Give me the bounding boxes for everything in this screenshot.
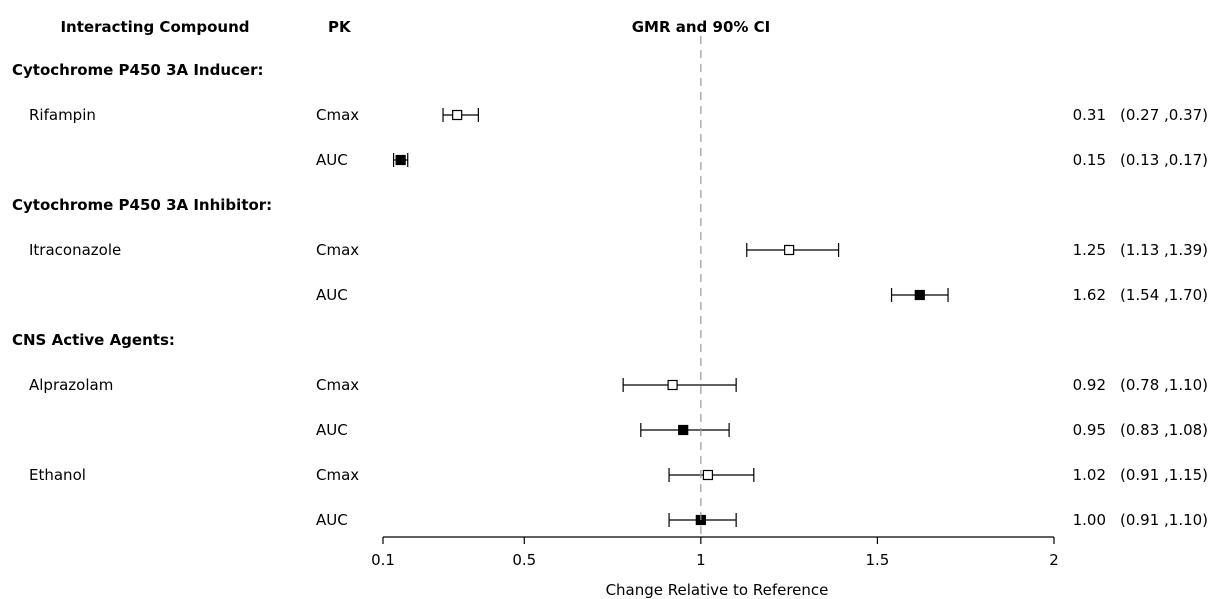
header-gmr-ci: GMR and 90% CI (632, 18, 771, 36)
gmr-marker-open (667, 379, 678, 391)
ci-text: (0.78 ,1.10) (1120, 376, 1208, 394)
ci-text: (0.83 ,1.08) (1120, 421, 1208, 439)
forest-row: AUC 1.00 (0.91 ,1.10) (316, 511, 1208, 529)
forest-row: Ethanol Cmax 1.02 (0.91 ,1.15) (29, 466, 1208, 484)
gmr-value: 0.15 (1073, 151, 1106, 169)
header-pk: PK (328, 18, 352, 36)
pk-label: Cmax (316, 241, 359, 259)
gmr-value: 0.31 (1073, 106, 1106, 124)
ci-text: (0.91 ,1.10) (1120, 511, 1208, 529)
ci-text: (0.13 ,0.17) (1120, 151, 1208, 169)
gmr-value: 1.00 (1073, 511, 1106, 529)
gmr-value: 1.02 (1073, 466, 1106, 484)
group-heading: Cytochrome P450 3A Inhibitor: (12, 196, 272, 214)
ci-text: (1.13 ,1.39) (1120, 241, 1208, 259)
forest-row: AUC 0.15 (0.13 ,0.17) (316, 151, 1208, 169)
forest-row: Alprazolam Cmax 0.92 (0.78 ,1.10) (29, 376, 1208, 394)
compound-label: Itraconazole (29, 241, 121, 259)
gmr-value: 1.62 (1073, 286, 1106, 304)
gmr-marker-filled (395, 154, 406, 166)
gmr-value: 0.95 (1073, 421, 1106, 439)
group-heading: CNS Active Agents: (12, 331, 175, 349)
gmr-marker-open (784, 244, 795, 256)
gmr-marker-open (702, 469, 714, 481)
forest-row: AUC 1.62 (1.54 ,1.70) (316, 286, 1208, 304)
compound-label: Ethanol (29, 466, 86, 484)
gmr-marker-open (452, 109, 463, 121)
pk-label: AUC (316, 421, 348, 439)
gmr-value: 0.92 (1073, 376, 1106, 394)
x-tick-label: 0.1 (371, 551, 395, 569)
forest-row: Rifampin Cmax 0.31 (0.27 ,0.37) (29, 106, 1208, 124)
x-tick-label: 1 (696, 551, 706, 569)
gmr-marker-filled (678, 424, 689, 436)
x-axis-title: Change Relative to Reference (606, 581, 829, 599)
x-tick-label: 0.5 (512, 551, 536, 569)
ci-text: (0.27 ,0.37) (1120, 106, 1208, 124)
pk-label: AUC (316, 511, 348, 529)
pk-label: Cmax (316, 466, 359, 484)
header-interacting-compound: Interacting Compound (60, 18, 249, 36)
pk-label: AUC (316, 151, 348, 169)
x-tick-label: 1.5 (865, 551, 889, 569)
gmr-value: 1.25 (1073, 241, 1106, 259)
gmr-marker-filled (914, 289, 925, 301)
x-tick-label: 2 (1049, 551, 1059, 569)
pk-label: Cmax (316, 376, 359, 394)
x-axis: 0.1 0.5 1 1.5 2 (371, 536, 1059, 569)
compound-label: Rifampin (29, 106, 96, 124)
ci-text: (0.91 ,1.15) (1120, 466, 1208, 484)
forest-row: Itraconazole Cmax 1.25 (1.13 ,1.39) (29, 241, 1208, 259)
forest-row: AUC 0.95 (0.83 ,1.08) (316, 421, 1208, 439)
group-heading: Cytochrome P450 3A Inducer: (12, 61, 264, 79)
pk-label: Cmax (316, 106, 359, 124)
compound-label: Alprazolam (29, 376, 113, 394)
forest-rows: Cytochrome P450 3A Inducer: Rifampin Cmax 0… (12, 61, 1208, 529)
ci-text: (1.54 ,1.70) (1120, 286, 1208, 304)
pk-label: AUC (316, 286, 348, 304)
